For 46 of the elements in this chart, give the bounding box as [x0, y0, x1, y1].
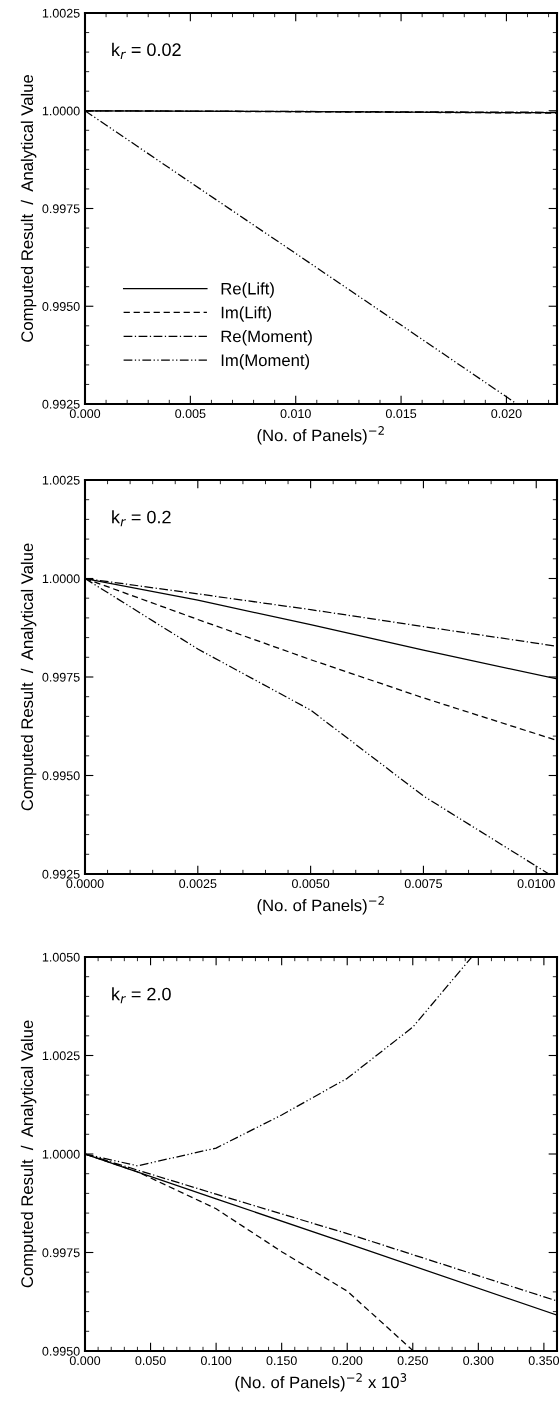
legend-label: Re(Moment) [221, 330, 312, 346]
y-tick-label: 0.9950 [42, 1346, 80, 1356]
y-tick-label: 1.0000 [42, 574, 80, 584]
y-tick-label: 0.9975 [42, 204, 80, 214]
x-axis-title: (No. of Panels)$^{−2}$ [257, 896, 384, 915]
annotation: k$_{r}$ = 0.2 [112, 510, 171, 527]
y-tick-label: 1.0050 [42, 952, 80, 962]
x-tick-label: 0.000 [69, 409, 101, 419]
x-tick-label: 0.010 [280, 409, 311, 419]
y-tick-label: 1.0025 [42, 1051, 80, 1061]
annotation: k$_{r}$ = 2.0 [112, 987, 171, 1004]
x-tick-label: 0.200 [332, 1356, 363, 1366]
y-tick-label: 1.0025 [42, 8, 80, 18]
y-axis-title: Computed Result / Analytical Value [20, 75, 37, 342]
x-tick-label: 0.100 [200, 1356, 232, 1366]
x-tick-label: 0.0100 [517, 879, 555, 889]
x-axis-title: (No. of Panels)$^{−2}$ x 10$^{3}$ [235, 1373, 407, 1392]
y-tick-label: 1.0000 [42, 106, 80, 116]
x-tick-label: 0.015 [385, 409, 417, 419]
y-tick-label: 0.9975 [42, 672, 80, 682]
legend-label: Re(Lift) [221, 282, 274, 298]
x-tick-label: 0.005 [175, 409, 206, 419]
x-tick-label: 0.050 [135, 1356, 166, 1366]
y-axis-title: Computed Result / Analytical Value [20, 543, 37, 811]
y-tick-label: 0.9975 [42, 1248, 80, 1258]
y-tick-label: 0.9925 [42, 869, 80, 879]
x-tick-label: 0.0050 [292, 879, 330, 889]
x-tick-label: 0.350 [528, 1356, 559, 1366]
x-tick-label: 0.0075 [404, 879, 443, 889]
x-tick-label: 0.150 [266, 1356, 297, 1366]
y-tick-label: 0.9925 [42, 399, 80, 409]
y-tick-label: 1.0000 [42, 1149, 80, 1159]
x-tick-label: 0.000 [69, 1356, 101, 1366]
x-axis-title: (No. of Panels)$^{−2}$ [257, 426, 384, 445]
x-tick-label: 0.020 [491, 409, 522, 419]
legend-label: Im(Lift) [221, 306, 272, 322]
y-tick-label: 0.9950 [42, 771, 80, 781]
x-tick-label: 0.0000 [66, 879, 104, 889]
y-tick-label: 1.0025 [42, 475, 80, 485]
x-tick-label: 0.300 [463, 1356, 494, 1366]
annotation: k$_{r}$ = 0.02 [112, 42, 181, 59]
y-tick-label: 0.9950 [42, 302, 80, 311]
x-tick-label: 0.250 [397, 1356, 428, 1366]
x-tick-label: 0.0025 [179, 879, 217, 889]
legend-label: Im(Moment) [221, 353, 310, 370]
y-axis-title: Computed Result / Analytical Value [20, 1020, 37, 1288]
